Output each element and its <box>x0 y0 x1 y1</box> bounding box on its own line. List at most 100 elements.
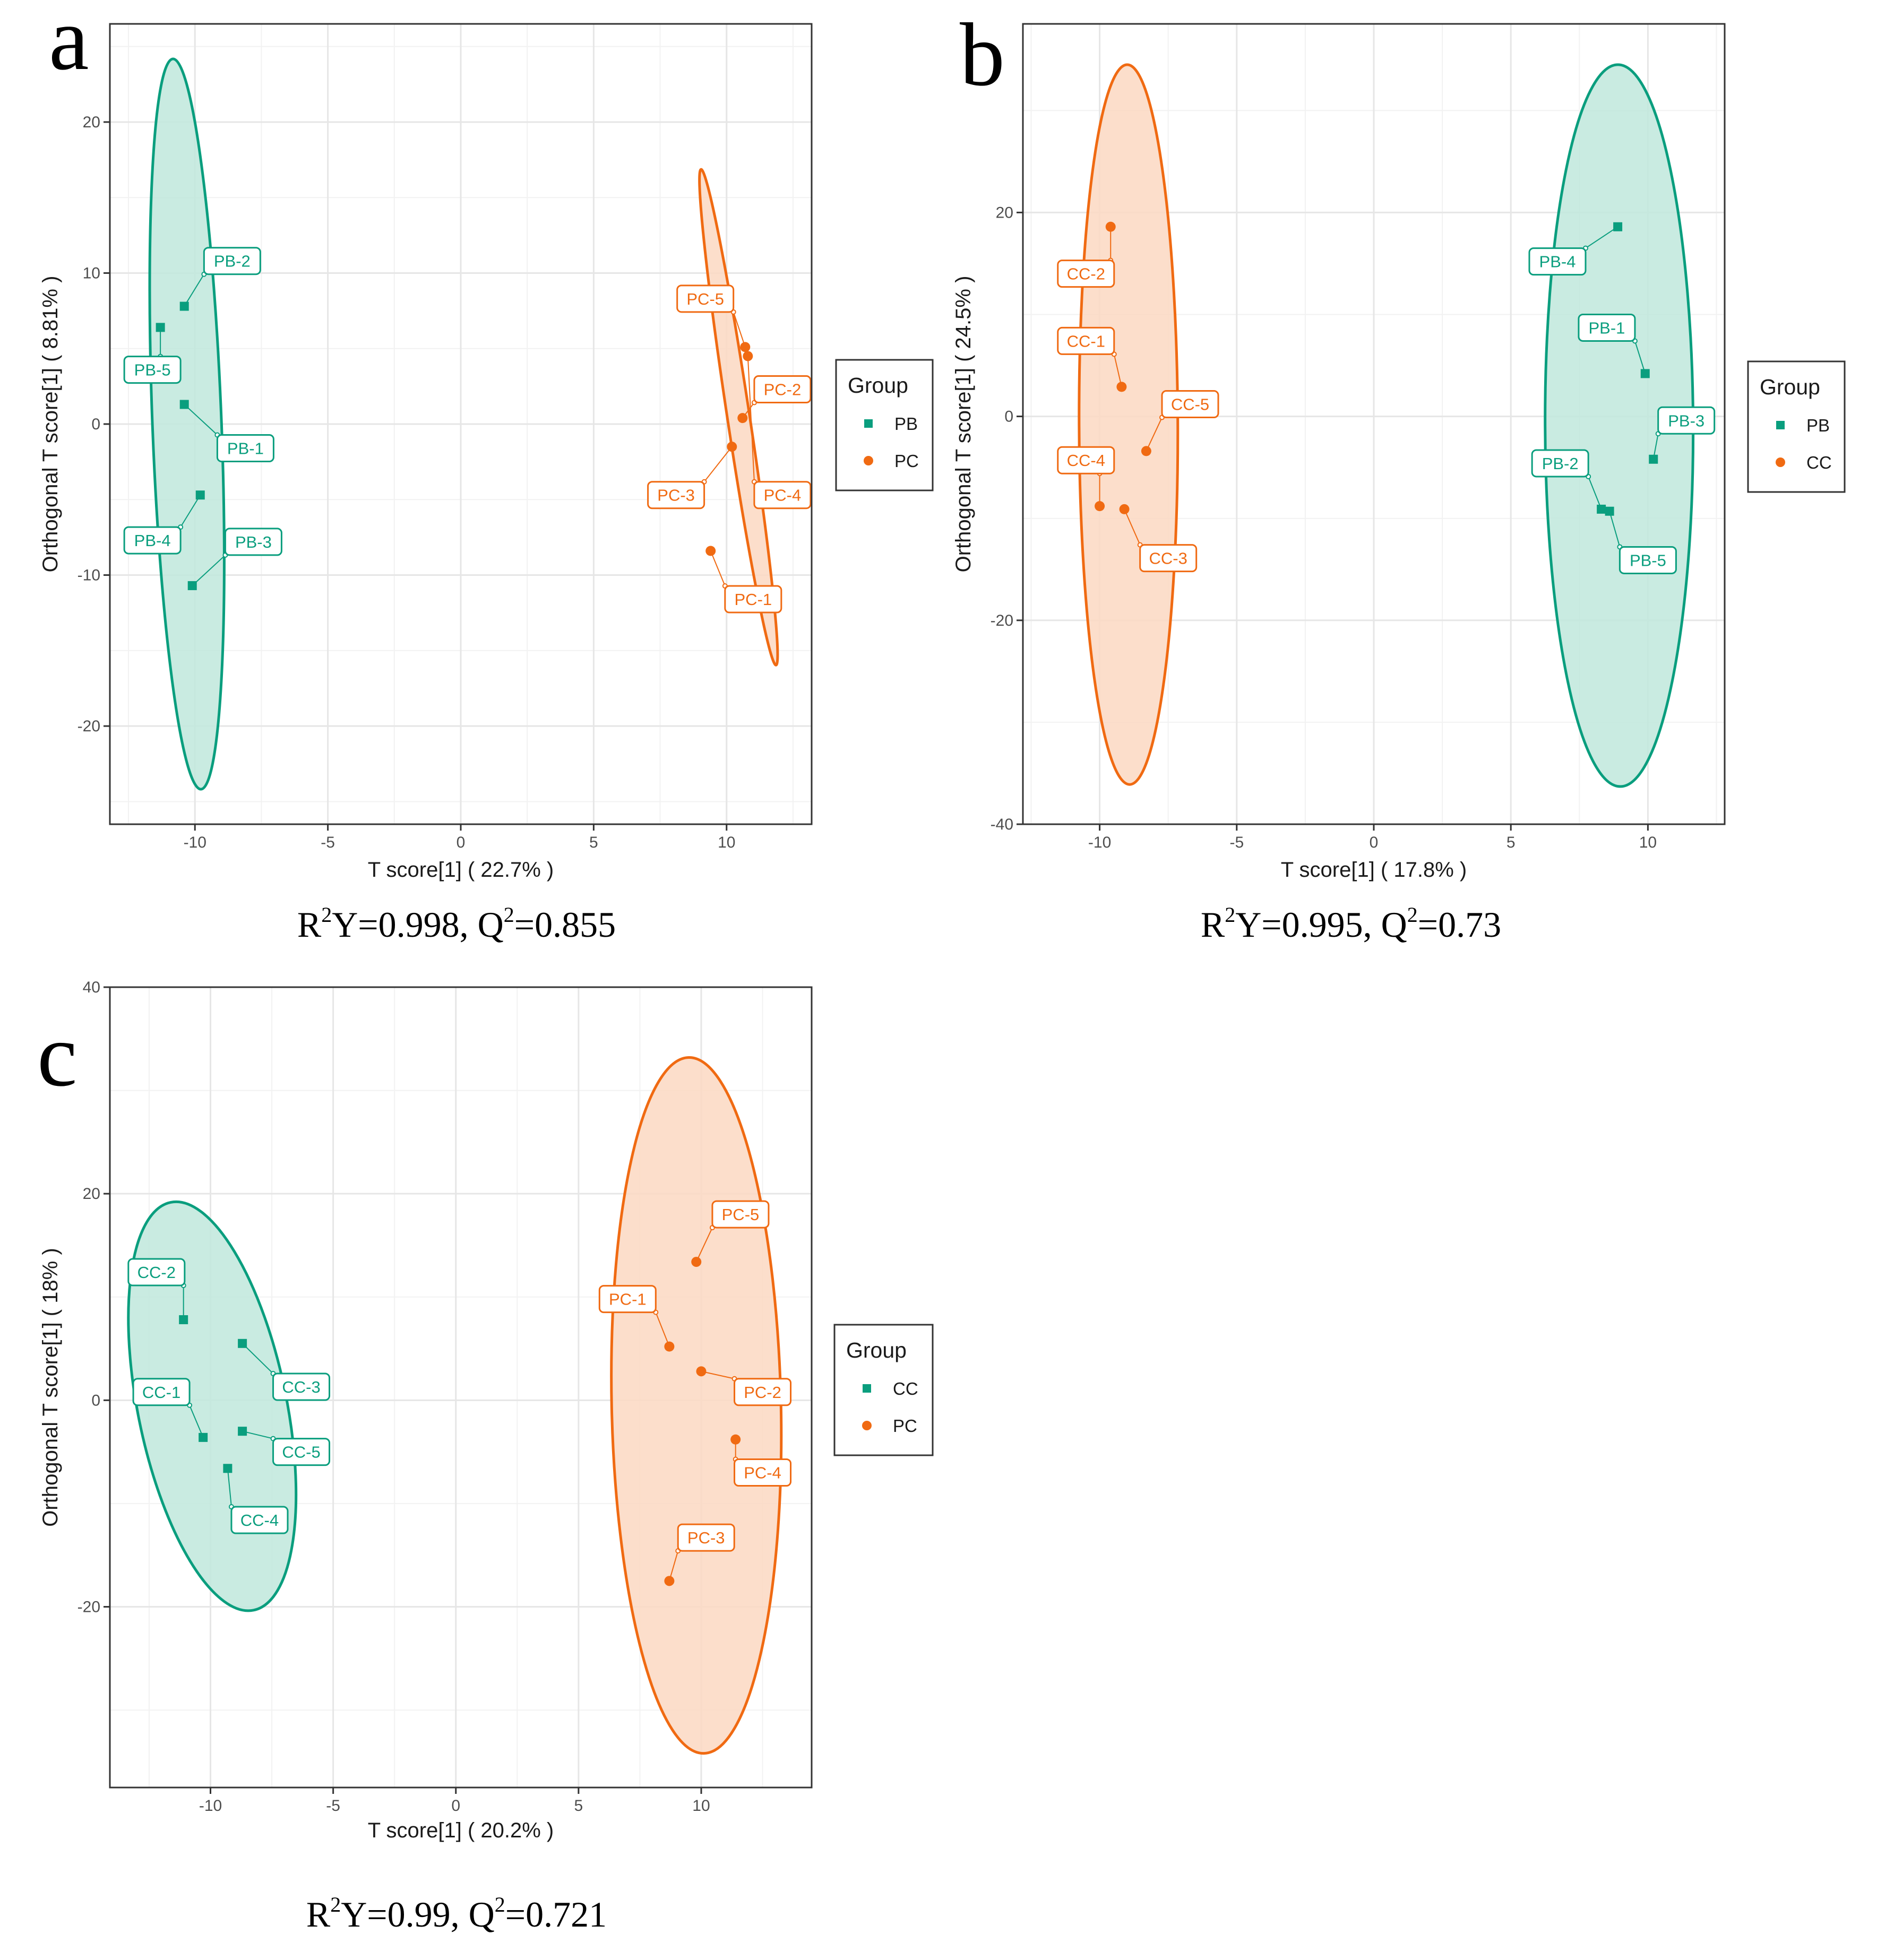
panel-b-letter: b <box>960 5 1005 105</box>
panel-c-x-tick-label: 10 <box>692 1797 710 1815</box>
panel-b-label-pb-3: PB-3 <box>1668 411 1704 430</box>
panel-b-point-cc-5 <box>1141 446 1151 456</box>
panel-b-stats-sup-2: 2 <box>1407 903 1418 927</box>
panel-a-x-tick-label: 5 <box>589 834 598 851</box>
panel-a-point-pb-1 <box>179 400 189 409</box>
panel-c-label-box-pc-4 <box>734 1458 792 1487</box>
panel-b-y-axis-title: Orthogonal T score[1] ( 24.5% ) <box>952 276 975 573</box>
panel-c-label-pc-1: PC-1 <box>609 1290 647 1309</box>
panel-b-leader-pb-2 <box>1588 476 1602 510</box>
panel-c-label-cc-2: CC-2 <box>137 1263 176 1282</box>
panel-a-x-tick-label: 0 <box>457 834 466 851</box>
panel-b-leader-cc-3 <box>1124 509 1141 546</box>
panel-a-point-pb-3 <box>187 581 197 590</box>
panel-b-legend: Group PB CC <box>1747 360 1846 493</box>
panel-b-label-box-pb-2 <box>1531 449 1589 478</box>
panel-c-leader-pc-2 <box>701 1370 735 1379</box>
panel-c-legend: Group CC PC <box>833 1324 934 1456</box>
panel-a-label-box-pc-1 <box>724 585 782 614</box>
panel-a-legend-entry-2: PC <box>894 451 919 471</box>
panel-c-leader-pc-1 <box>655 1312 670 1347</box>
panel-b-stats-r: R <box>1201 904 1225 945</box>
panel-b-label-box-pb-4 <box>1528 247 1587 276</box>
panel-a-legend-key-1-icon <box>864 419 873 428</box>
panel-b-stats-sup-1: 2 <box>1225 903 1235 927</box>
panel-b-stats-end: =0.73 <box>1418 904 1501 945</box>
panel-c-point-pc-1 <box>664 1341 675 1352</box>
panel-a-stats-sup-1: 2 <box>321 903 332 927</box>
panel-c-y-tick-label: 20 <box>83 1185 100 1203</box>
panel-a-leader-pb-1 <box>184 404 218 436</box>
panel-a-y-tick-label: -20 <box>78 718 100 735</box>
panel-c-point-cc-5 <box>238 1427 247 1436</box>
panel-b-point-pb-4 <box>1613 222 1623 231</box>
panel-b-point-cc-4 <box>1095 501 1105 512</box>
panel-a-ellipse-pb <box>148 57 226 791</box>
panel-c-label-cc-1: CC-1 <box>142 1383 180 1402</box>
panel-c-label-pc-3: PC-3 <box>687 1529 725 1547</box>
panel-c-point-cc-4 <box>223 1464 233 1473</box>
panel-c-point-cc-1 <box>199 1432 208 1442</box>
panel-c-leader-pc-5 <box>695 1227 713 1263</box>
panel-a-y-axis-title: Orthogonal T score[1] ( 8.81% ) <box>39 276 62 573</box>
panel-b-point-cc-3 <box>1119 504 1130 514</box>
panel-a-leader-pb-2 <box>184 274 205 307</box>
panel-b-leader-pb-5 <box>1609 511 1621 547</box>
panel-b-x-tick-label: 5 <box>1506 834 1516 851</box>
panel-a-point-pc-4 <box>743 351 753 361</box>
panel-c-x-tick-label: -5 <box>326 1797 340 1815</box>
panel-b-label-pb-2: PB-2 <box>1542 454 1579 473</box>
panel-c-y-tick-label: 0 <box>91 1392 100 1409</box>
panel-a-label-pb-1: PB-1 <box>227 439 264 458</box>
panel-a-point-labels: PB-1 PB-2 PB-3 PB-4 PB-5 PC-1 PC-2 PC-3 PC-4 PC-5 <box>123 247 812 614</box>
panel-a-label-pc-2: PC-2 <box>764 381 802 399</box>
panel-b-point-cc-2 <box>1105 221 1116 232</box>
panel-a-ticks: -10 -5 0 5 10 -20 -10 0 10 20 <box>78 114 736 851</box>
panel-b-point-labels: PB-1 PB-2 PB-3 PB-4 PB-5 CC-1 CC-2 CC-3 CC-4 CC-5 <box>1057 247 1716 574</box>
panel-c-x-tick-label: 5 <box>574 1797 583 1815</box>
panel-a-label-box-pb-5 <box>123 356 182 384</box>
panel-a-point-pb-4 <box>195 490 205 500</box>
panel-c-legend-title: Group <box>846 1338 907 1362</box>
panel-b-y-tick-label: 0 <box>1004 408 1013 426</box>
panel-b-label-box-cc-5 <box>1161 390 1219 419</box>
panel-c-y-tick-label: 40 <box>83 979 100 996</box>
panel-c-point-cc-3 <box>238 1339 247 1348</box>
panel-a-label-box-pc-3 <box>647 481 705 510</box>
panel-c-label-box-cc-5 <box>272 1438 331 1466</box>
panel-a-y-tick-label: 20 <box>83 114 100 131</box>
panel-a-label-pc-1: PC-1 <box>735 590 772 609</box>
panel-c-label-cc-4: CC-4 <box>240 1511 279 1530</box>
panel-a-stats-mid: Y=0.998, Q <box>332 904 504 945</box>
panel-b-legend-key-1-icon <box>1776 421 1785 429</box>
panel-c-x-axis-title: T score[1] ( 20.2% ) <box>368 1819 554 1842</box>
panel-c-y-axis-title: Orthogonal T score[1] ( 18% ) <box>39 1248 62 1526</box>
panel-a-legend-key-2-icon <box>864 456 873 465</box>
panel-c-x-tick-label: 0 <box>451 1797 460 1815</box>
panel-c-legend-key-2-icon <box>862 1421 872 1430</box>
panel-a-leader-pb-4 <box>180 495 201 528</box>
panel-b-label-box-cc-3 <box>1139 544 1198 573</box>
panel-c-points <box>179 1257 741 1586</box>
panel-a-label-box-pb-1 <box>216 434 274 463</box>
panel-b-y-tick-label: -40 <box>991 816 1013 833</box>
panel-a-leader-pc-3 <box>703 446 733 482</box>
panel-b-leader-cc-5 <box>1146 417 1163 452</box>
panel-a-label-box-pc-5 <box>676 284 735 313</box>
panel-b-label-cc-2: CC-2 <box>1067 265 1105 283</box>
panel-a-label-pb-3: PB-3 <box>235 533 272 551</box>
panel-b-y-tick-label: -20 <box>991 612 1013 629</box>
panel-a-point-pc-1 <box>705 546 716 556</box>
panel-a-stats-end: =0.855 <box>514 904 616 945</box>
panel-c-stats-sup-1: 2 <box>330 1893 341 1916</box>
panel-c-point-pc-5 <box>691 1257 702 1267</box>
panel-a-x-axis-title: T score[1] ( 22.7% ) <box>368 858 554 882</box>
panel-b-point-pb-2 <box>1597 504 1606 514</box>
panel-a-point-pb-2 <box>179 301 189 311</box>
panel-b-label-pb-5: PB-5 <box>1630 551 1666 569</box>
panel-a-model-stats: R2Y=0.998, Q2=0.855 <box>297 903 616 945</box>
panel-b-label-cc-3: CC-3 <box>1149 549 1187 568</box>
panel-a-label-box-pb-4 <box>123 526 182 555</box>
panel-b-legend-title: Group <box>1760 375 1820 399</box>
